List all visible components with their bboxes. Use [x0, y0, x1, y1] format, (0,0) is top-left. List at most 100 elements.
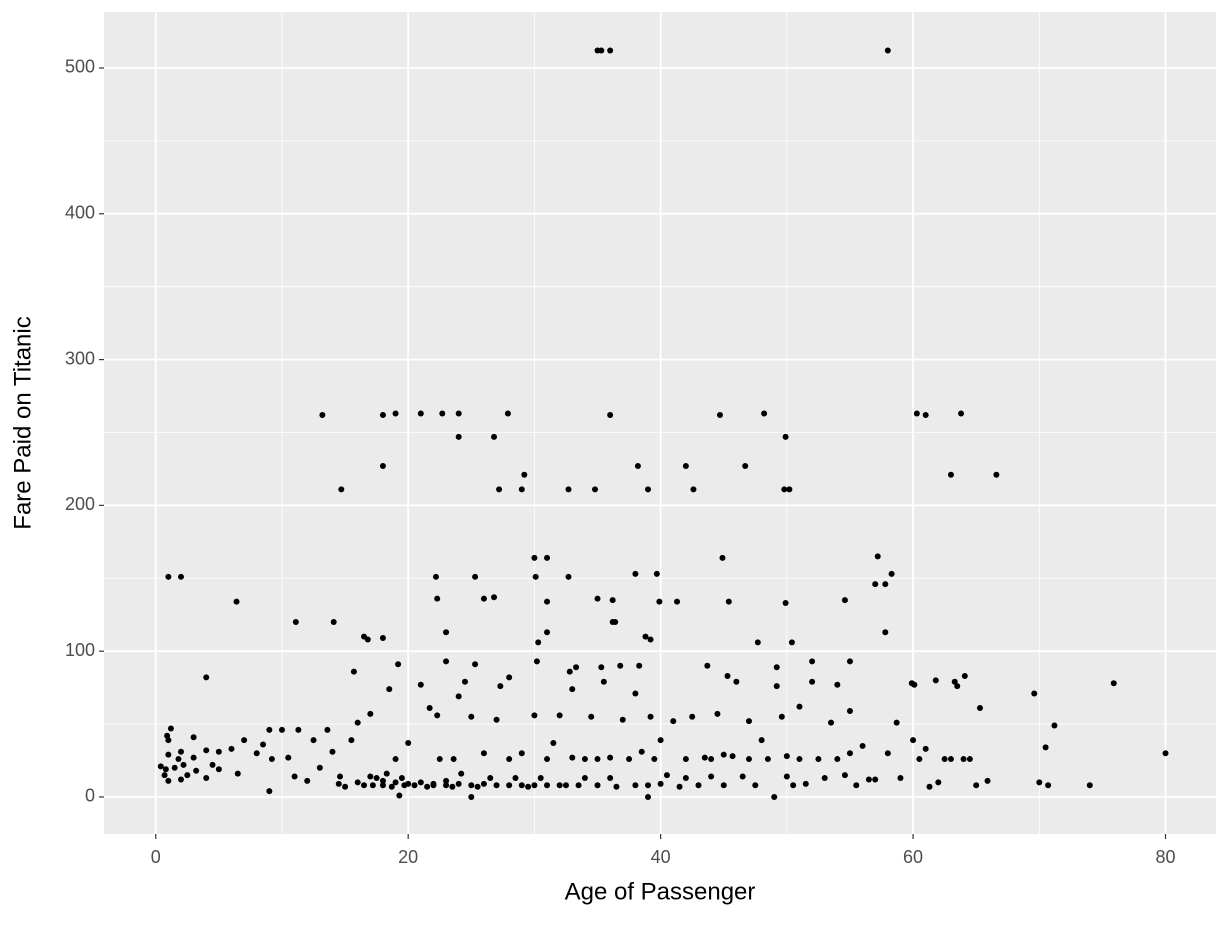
point — [853, 782, 860, 789]
point — [383, 770, 390, 777]
point — [581, 775, 588, 782]
point — [190, 734, 197, 741]
point — [961, 672, 968, 679]
point — [645, 782, 652, 789]
point — [951, 678, 958, 685]
point — [556, 782, 563, 789]
point — [480, 595, 487, 602]
point — [291, 773, 298, 780]
point — [607, 754, 614, 761]
point — [468, 713, 475, 720]
point — [976, 705, 983, 712]
point — [796, 756, 803, 763]
point — [491, 594, 498, 601]
point — [480, 780, 487, 787]
point — [496, 486, 503, 493]
point — [266, 726, 273, 733]
point — [367, 773, 374, 780]
point — [573, 664, 580, 671]
point — [607, 411, 614, 418]
point — [690, 486, 697, 493]
point — [468, 793, 475, 800]
point — [562, 782, 569, 789]
point — [531, 554, 538, 561]
x-tick-label: 40 — [651, 847, 671, 867]
point — [591, 486, 598, 493]
point — [782, 600, 789, 607]
point — [581, 756, 588, 763]
point — [841, 597, 848, 604]
point — [497, 683, 504, 690]
point — [782, 433, 789, 440]
point — [642, 633, 649, 640]
point — [645, 486, 652, 493]
point — [379, 782, 386, 789]
point — [720, 751, 727, 758]
point — [594, 782, 601, 789]
point — [569, 686, 576, 693]
point — [588, 713, 595, 720]
point — [544, 756, 551, 763]
point — [369, 782, 376, 789]
point — [682, 756, 689, 763]
point — [177, 748, 184, 755]
y-tick-label: 400 — [65, 203, 95, 223]
point — [594, 756, 601, 763]
point — [493, 782, 500, 789]
point — [682, 463, 689, 470]
point — [882, 629, 889, 636]
point — [184, 772, 191, 779]
grid — [104, 12, 1216, 834]
point — [487, 775, 494, 782]
point — [392, 410, 399, 417]
point — [724, 672, 731, 679]
point — [566, 668, 573, 675]
point — [392, 756, 399, 763]
point — [676, 783, 683, 790]
point — [175, 756, 182, 763]
point — [436, 756, 443, 763]
point — [834, 756, 841, 763]
point — [348, 737, 355, 744]
point — [607, 775, 614, 782]
point — [324, 726, 331, 733]
point — [379, 635, 386, 642]
point — [556, 712, 563, 719]
point — [417, 779, 424, 786]
point — [161, 772, 168, 779]
point — [647, 713, 654, 720]
point — [761, 410, 768, 417]
point — [439, 410, 446, 417]
point — [598, 47, 605, 54]
point — [525, 783, 532, 790]
point — [647, 636, 654, 643]
point — [531, 712, 538, 719]
point — [342, 783, 349, 790]
point — [874, 553, 881, 560]
point — [434, 595, 441, 602]
point — [455, 433, 462, 440]
point — [656, 598, 663, 605]
point — [491, 433, 498, 440]
point — [233, 598, 240, 605]
point — [533, 658, 540, 665]
point — [278, 726, 285, 733]
point — [398, 775, 405, 782]
point — [632, 570, 639, 577]
point — [916, 756, 923, 763]
point — [430, 782, 437, 789]
point — [461, 678, 468, 685]
point — [455, 693, 462, 700]
point — [935, 779, 942, 786]
point — [1051, 722, 1058, 729]
point — [266, 788, 273, 795]
point — [367, 710, 374, 717]
point — [796, 703, 803, 710]
point — [598, 664, 605, 671]
point — [544, 629, 551, 636]
point — [984, 777, 991, 784]
point — [304, 777, 311, 784]
point — [910, 737, 917, 744]
point — [162, 766, 169, 773]
point — [354, 719, 361, 726]
